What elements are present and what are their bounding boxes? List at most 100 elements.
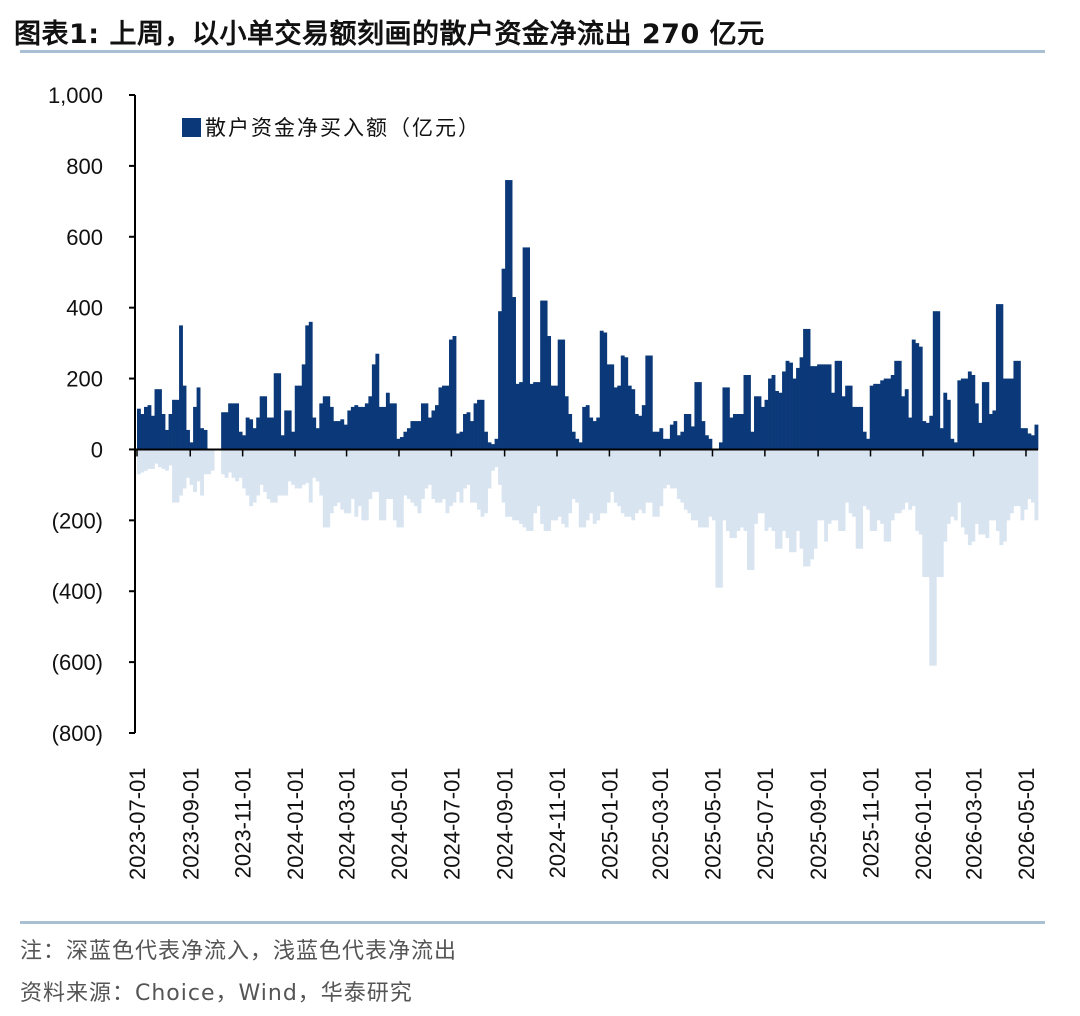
- inflow-bar: [564, 396, 569, 450]
- outflow-bar: [834, 449, 839, 521]
- inflow-bar: [473, 403, 478, 450]
- inflow-bar: [803, 328, 807, 450]
- outflow-bar: [890, 449, 895, 521]
- inflow-bar: [480, 399, 485, 450]
- outflow-bar: [803, 449, 807, 567]
- inflow-bar: [683, 414, 688, 450]
- inflow-bar: [196, 387, 201, 450]
- inflow-bar: [165, 429, 169, 450]
- outflow-bar: [988, 449, 993, 521]
- inflow-bar: [179, 325, 183, 450]
- outflow-bar: [203, 449, 208, 475]
- inflow-bar: [1020, 428, 1025, 450]
- inflow-bar: [883, 378, 888, 450]
- outflow-bar: [144, 449, 148, 471]
- outflow-bar: [789, 449, 793, 553]
- outflow-bar: [1034, 449, 1039, 521]
- inflow-bar: [740, 414, 744, 450]
- inflow-bar: [137, 408, 141, 450]
- inflow-bar: [589, 417, 594, 450]
- outflow-bar: [406, 449, 411, 500]
- outflow-bar: [652, 449, 657, 517]
- x-tick-label: 2025-07-01: [753, 767, 778, 880]
- inflow-bar: [550, 385, 555, 450]
- outflow-bar: [1027, 449, 1032, 500]
- inflow-bar: [918, 346, 923, 450]
- inflow-bar: [701, 421, 706, 450]
- inflow-bar: [263, 396, 268, 450]
- inflow-series: [137, 180, 1039, 450]
- outflow-bar: [224, 449, 229, 478]
- inflow-bar: [522, 247, 527, 450]
- outflow-bar: [515, 449, 520, 521]
- outflow-bar: [522, 449, 527, 528]
- outflow-bar: [519, 449, 523, 524]
- outflow-bar: [873, 449, 878, 531]
- inflow-bar: [452, 336, 457, 450]
- inflow-bar: [245, 417, 250, 450]
- outflow-bar: [371, 449, 376, 492]
- outflow-bar: [687, 449, 692, 514]
- inflow-bar: [820, 364, 825, 450]
- inflow-bar: [368, 396, 373, 450]
- outflow-bar: [347, 449, 352, 514]
- outflow-bar: [501, 449, 506, 503]
- inflow-bar: [494, 438, 499, 450]
- outflow-bar: [361, 449, 366, 521]
- outflow-bar: [715, 449, 720, 588]
- outflow-bar: [568, 449, 573, 514]
- inflow-bar: [775, 390, 779, 450]
- outflow-bar: [357, 449, 362, 507]
- inflow-bar: [1009, 378, 1014, 450]
- outflow-bar: [918, 449, 923, 535]
- chart-axes: [134, 95, 1038, 733]
- inflow-bar: [750, 431, 755, 450]
- inflow-bar: [575, 438, 580, 450]
- inflow-bar: [427, 417, 432, 450]
- outflow-bar: [343, 449, 348, 514]
- outflow-bar: [466, 449, 471, 485]
- outflow-bar: [960, 449, 965, 528]
- inflow-bar: [417, 421, 422, 450]
- inflow-bar: [810, 366, 814, 450]
- inflow-bar: [357, 406, 362, 450]
- inflow-bar: [690, 426, 695, 450]
- outflow-bar: [158, 449, 162, 468]
- outflow-bar: [764, 449, 769, 531]
- outflow-bar: [799, 449, 804, 549]
- inflow-bar: [624, 357, 629, 450]
- outflow-bar: [238, 449, 243, 478]
- outflow-bar: [743, 449, 748, 531]
- inflow-bar: [371, 364, 376, 450]
- outflow-bar: [992, 449, 997, 521]
- inflow-bar: [543, 300, 548, 450]
- y-tick-label: (800): [52, 721, 103, 746]
- outflow-bar: [592, 449, 597, 524]
- outflow-bar: [862, 449, 867, 507]
- inflow-bar: [361, 406, 366, 450]
- inflow-bar: [855, 406, 860, 450]
- outflow-bar: [771, 449, 776, 531]
- inflow-bar: [911, 339, 916, 450]
- outflow-bar: [508, 449, 513, 517]
- inflow-bar: [540, 300, 545, 450]
- inflow-bar: [340, 419, 345, 450]
- outflow-bar: [245, 449, 250, 496]
- outflow-bar: [631, 449, 636, 521]
- inflow-bar: [796, 367, 800, 450]
- inflow-bar: [526, 247, 531, 450]
- inflow-bar: [235, 403, 240, 450]
- inflow-bar: [221, 412, 225, 450]
- inflow-bar: [326, 396, 331, 450]
- outflow-bar: [813, 449, 818, 549]
- outflow-bar: [459, 449, 464, 503]
- inflow-bar: [662, 438, 667, 450]
- x-tick-label: 2025-11-01: [859, 767, 884, 878]
- outflow-bar: [1020, 449, 1025, 521]
- inflow-bar: [259, 396, 264, 450]
- inflow-bar: [1034, 424, 1039, 450]
- inflow-bar: [673, 421, 678, 450]
- outflow-bar: [396, 449, 401, 528]
- inflow-bar: [319, 403, 324, 450]
- outflow-bar: [729, 449, 734, 539]
